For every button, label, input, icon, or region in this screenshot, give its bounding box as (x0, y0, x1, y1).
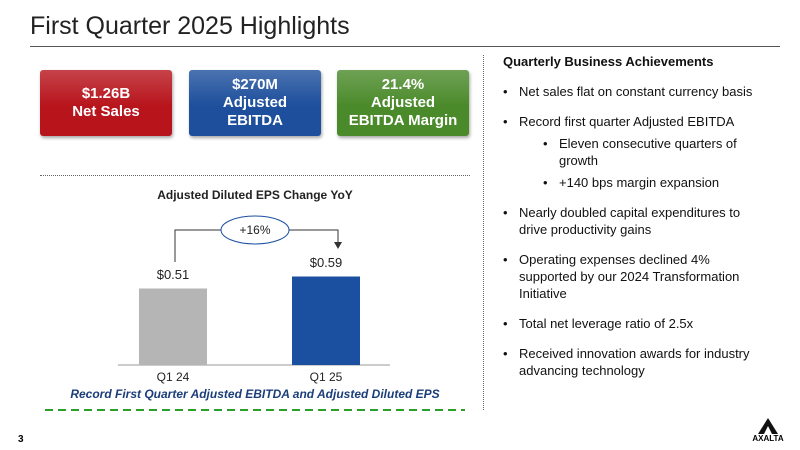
page-number: 3 (18, 434, 24, 445)
kpi-line: 21.4% (381, 76, 425, 93)
kpi-line: $270M (232, 76, 278, 93)
kpi-box: $270M Adjusted EBITDA (189, 70, 321, 136)
bullet: Record first quarter Adjusted EBITDA Elev… (503, 113, 768, 191)
arrow-head (334, 242, 342, 249)
value-label: $0.51 (157, 267, 190, 282)
footer-note: Record First Quarter Adjusted EBITDA and… (70, 387, 439, 401)
bullet: Received innovation awards for industry … (503, 345, 768, 379)
chart-title: Adjusted Diluted EPS Change YoY (157, 188, 353, 202)
bullet-text: Total net leverage ratio of 2.5x (519, 316, 694, 331)
title-rule (30, 46, 780, 47)
sub-bullet: Eleven consecutive quarters of growth (543, 135, 768, 169)
bullet: Nearly doubled capital expenditures to d… (503, 204, 768, 238)
bullet-text: Operating expenses declined 4% supported… (519, 252, 740, 301)
achievements: Quarterly Business Achievements Net sale… (503, 54, 768, 392)
bullet-text: Received innovation awards for industry … (519, 346, 750, 378)
kpi-box: $1.26B Net Sales (40, 70, 172, 136)
bullet-text: Net sales flat on constant currency basi… (519, 84, 753, 99)
logo: AXALTA (748, 418, 788, 443)
bullet: Total net leverage ratio of 2.5x (503, 315, 768, 332)
bullet: Operating expenses declined 4% supported… (503, 251, 768, 302)
x-tick-label: Q1 25 (310, 370, 343, 384)
bullet-text: Nearly doubled capital expenditures to d… (519, 205, 741, 237)
logo-text: AXALTA (752, 434, 784, 443)
bar (292, 276, 360, 365)
annotation: +16% (239, 223, 270, 237)
kpi-line: EBITDA Margin (348, 112, 458, 129)
bar (139, 288, 207, 365)
kpi-line: Net Sales (72, 103, 140, 120)
section-title: Quarterly Business Achievements (503, 54, 714, 69)
sub-bullet: +140 bps margin expansion (543, 174, 768, 191)
logo-mark (758, 418, 778, 434)
kpi-line: EBITDA (227, 112, 283, 129)
kpi-line: Adjusted (222, 94, 288, 111)
x-tick-label: Q1 24 (157, 370, 190, 384)
kpi-box: 21.4% Adjusted EBITDA Margin (337, 70, 469, 136)
value-label: $0.59 (310, 255, 343, 270)
annotation-bubble (220, 215, 290, 245)
bullet: Net sales flat on constant currency basi… (503, 83, 768, 100)
kpi-line: Adjusted (370, 94, 436, 111)
divider (40, 175, 470, 176)
bullet-text: Record first quarter Adjusted EBITDA (519, 114, 735, 129)
divider (483, 55, 484, 410)
kpi-line: $1.26B (81, 85, 131, 102)
slide-title: First Quarter 2025 Highlights (30, 12, 350, 40)
bullet-list: Net sales flat on constant currency basi… (503, 83, 768, 379)
